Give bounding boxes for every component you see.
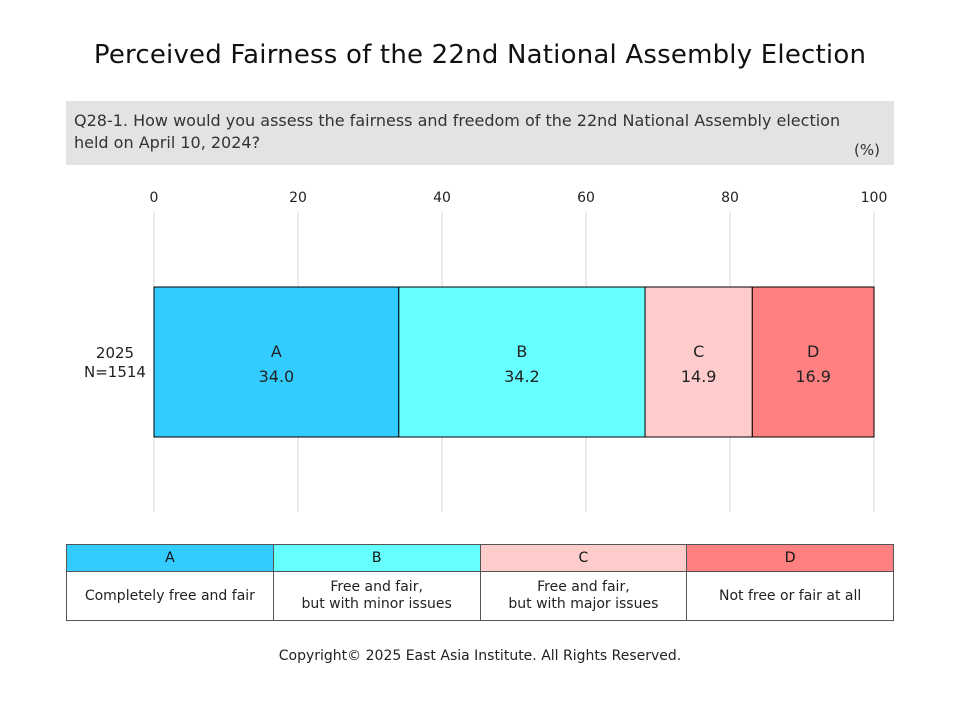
legend-key-a: A [66, 544, 274, 572]
segment-value-b: 34.2 [504, 367, 540, 386]
x-tick-label-60: 60 [577, 190, 595, 206]
segment-name-d: D [807, 342, 819, 361]
legend-desc-b-line-2: but with minor issues [301, 596, 452, 612]
x-tick-label-0: 0 [150, 190, 159, 206]
x-tick-label-40: 40 [433, 190, 451, 206]
x-tick-label-80: 80 [721, 190, 739, 206]
segment-value-a: 34.0 [259, 367, 295, 386]
x-tick-label-100: 100 [861, 190, 888, 206]
legend-desc-d-line-1: Not free or fair at all [718, 587, 862, 604]
legend-desc-c: Free and fair, but with major issues [479, 571, 688, 621]
legend-desc-c-line-2: but with major issues [508, 596, 659, 612]
segment-name-a: A [271, 342, 282, 361]
legend-desc-b-line-1: Free and fair, [330, 579, 423, 595]
segment-name-b: B [516, 342, 527, 361]
bar-segment-d [751, 286, 875, 438]
legend-desc-d: Not free or fair at all [686, 571, 894, 621]
segment-value-c: 14.9 [681, 367, 717, 386]
legend-desc-b: Free and fair, but with minor issues [272, 571, 481, 621]
row-label-line-2: N=1514 [84, 363, 146, 381]
unit-label: (%) [854, 141, 880, 159]
legend-key-c: C [479, 544, 688, 572]
legend-desc-row: Completely free and fair Free and fair, … [66, 571, 894, 621]
question-text: Q28-1. How would you assess the fairness… [74, 111, 841, 152]
x-tick-label-20: 20 [289, 190, 307, 206]
bar-segment-b [398, 286, 646, 438]
copyright-text: Copyright© 2025 East Asia Institute. All… [278, 648, 682, 664]
segment-value-d: 16.9 [795, 367, 831, 386]
segment-name-c: C [693, 342, 704, 361]
legend-desc-a: Completely free and fair [66, 571, 274, 621]
legend-key-d: D [686, 544, 894, 572]
question-box: Q28-1. How would you assess the fairness… [66, 101, 894, 165]
row-label-line-1: 2025 [96, 344, 134, 362]
chart-title: Perceived Fairness of the 22nd National … [93, 40, 867, 70]
bar-segment-c [644, 286, 753, 438]
legend-key-b: B [272, 544, 481, 572]
legend-key-row: A B C D [66, 544, 894, 572]
bar-segment-a [153, 286, 400, 438]
legend-desc-c-line-1: Free and fair, [537, 579, 630, 595]
legend-desc-a-line-1: Completely free and fair [84, 587, 255, 604]
legend-table: A B C D Completely free and fair Free an… [66, 544, 894, 621]
